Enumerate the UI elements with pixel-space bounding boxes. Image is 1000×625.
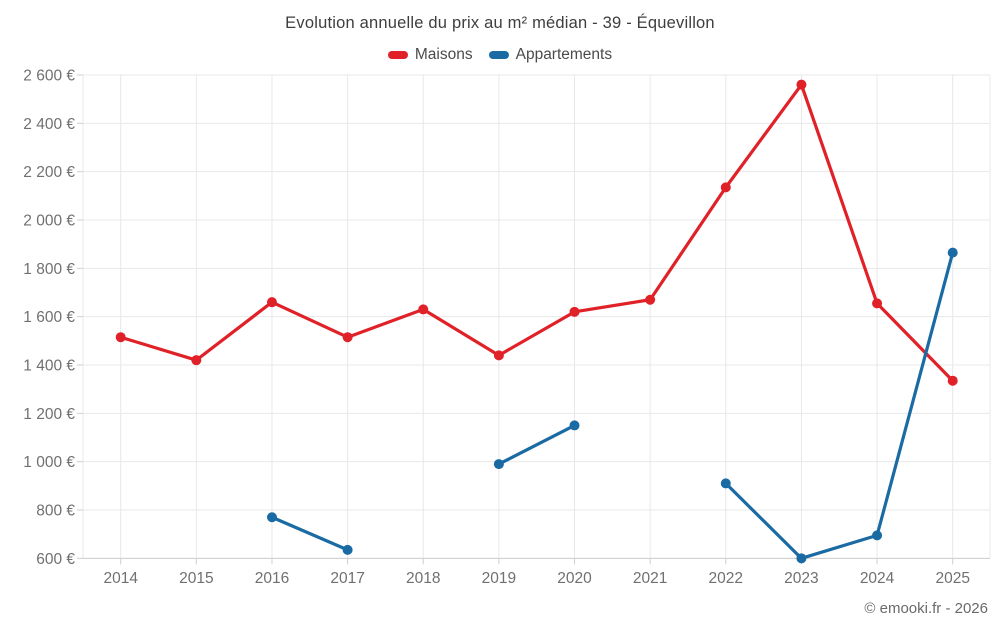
appartements-point-2019 — [493, 459, 504, 470]
y-axis-label: 1 400 € — [23, 357, 75, 374]
legend-label-maisons: Maisons — [414, 46, 473, 63]
y-axis-label: 2 400 € — [23, 116, 75, 133]
x-axis-label: 2017 — [330, 570, 364, 587]
x-axis-label: 2015 — [179, 570, 213, 587]
x-axis-label: 2019 — [482, 570, 516, 587]
chart-title: Evolution annuelle du prix au m² médian … — [285, 14, 715, 32]
appartements-point-2023 — [796, 553, 807, 564]
legend: Maisons Appartements — [0, 46, 1000, 64]
appartements-swatch — [488, 51, 509, 59]
maisons-point-2016 — [266, 297, 277, 308]
maisons-point-2020 — [569, 306, 580, 317]
y-axis-label: 1 200 € — [23, 406, 75, 423]
appartements-point-2020 — [569, 420, 580, 431]
maisons-point-2017 — [342, 332, 353, 343]
copyright: © emooki.fr - 2026 — [864, 600, 988, 617]
maisons-point-2015 — [191, 355, 202, 366]
legend-item-appartements[interactable]: Appartements — [488, 46, 613, 64]
x-axis-label: 2023 — [784, 570, 818, 587]
x-axis-label: 2022 — [709, 570, 743, 587]
maisons-point-2025 — [947, 375, 958, 386]
x-axis-label: 2018 — [406, 570, 440, 587]
maisons-line — [119, 83, 955, 383]
maisons-point-2021 — [645, 294, 656, 305]
appartements-point-2022 — [720, 478, 731, 489]
x-axis-label: 2025 — [935, 570, 969, 587]
y-axis-label: 2 200 € — [23, 164, 75, 181]
appartements-point-2025 — [947, 247, 958, 258]
appartements-point-2017 — [342, 544, 353, 555]
y-axis-label: 1 600 € — [23, 309, 75, 326]
y-axis-label: 800 € — [36, 502, 75, 519]
y-axis-label: 2 600 € — [23, 68, 75, 85]
maisons-point-2019 — [493, 350, 504, 361]
appartements-point-2016 — [266, 512, 277, 523]
legend-label-appartements: Appartements — [515, 46, 613, 63]
x-axis-label: 2024 — [860, 570, 895, 587]
x-axis-label: 2016 — [255, 570, 289, 587]
legend-item-maisons[interactable]: Maisons — [387, 46, 473, 64]
y-axis-label: 1 800 € — [23, 261, 75, 278]
y-axis-label: 2 000 € — [23, 212, 75, 229]
maisons-point-2024 — [872, 298, 883, 309]
appartements-point-2024 — [872, 530, 883, 541]
maisons-swatch — [387, 51, 408, 59]
x-axis-label: 2020 — [557, 570, 592, 587]
maisons-point-2014 — [115, 332, 126, 343]
y-axis-label: 1 000 € — [23, 454, 75, 471]
maisons-point-2022 — [720, 182, 731, 193]
y-axis-label: 600 € — [36, 551, 75, 568]
appartements-line — [270, 515, 350, 552]
maisons-point-2023 — [796, 79, 807, 90]
x-axis-label: 2021 — [633, 570, 667, 587]
x-axis-label: 2014 — [103, 570, 138, 587]
appartements-line — [497, 423, 577, 466]
appartements-line — [724, 251, 955, 560]
maisons-point-2018 — [418, 304, 429, 315]
